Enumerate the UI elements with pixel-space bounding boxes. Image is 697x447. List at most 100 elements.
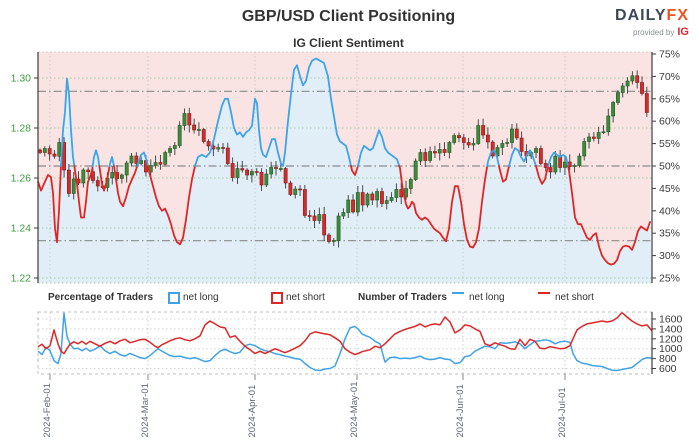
candle-down (274, 167, 278, 169)
candle-down (201, 129, 206, 142)
price-tick-label: 1.22 (11, 273, 32, 285)
net-long-count-line (37, 312, 653, 372)
candle-up (235, 168, 240, 178)
percent-tick-label: 40% (659, 205, 680, 217)
net-short-pct-line (350, 165, 359, 176)
net-long-line-icon (452, 292, 464, 294)
candle-down (192, 124, 197, 131)
candle-up (616, 92, 620, 103)
candle-up (168, 148, 172, 153)
net-short-pct-line (73, 165, 94, 219)
candle-up (577, 155, 582, 166)
percent-tick-label: 70% (659, 71, 680, 83)
candle-up (596, 132, 601, 139)
candle-up (71, 178, 76, 194)
candle-up (182, 113, 187, 126)
candle-up (269, 167, 274, 175)
candle-up (471, 143, 476, 146)
candle-down (548, 167, 553, 173)
candle-up (81, 169, 86, 184)
candle-down (254, 171, 259, 173)
net-long-pct-line (508, 147, 537, 167)
candle-down (423, 152, 428, 161)
candle-up (172, 145, 177, 149)
candle-up (534, 148, 538, 153)
net-long-pct-line (357, 129, 401, 167)
percent-tick-label: 65% (659, 93, 680, 105)
candle-up (476, 125, 481, 144)
price-tick-label: 1.24 (11, 223, 32, 235)
candle-up (630, 75, 635, 82)
candle-up (625, 80, 630, 87)
candle-down (86, 169, 91, 173)
candle-up (587, 136, 591, 142)
percent-tick-label: 25% (659, 273, 680, 285)
number-of-traders-lines (37, 311, 653, 372)
net-short-pct-line (398, 165, 489, 249)
candle-down (538, 148, 543, 164)
candle-up (42, 148, 47, 153)
candle-down (558, 155, 563, 168)
net-short-square-icon (271, 292, 283, 304)
candle-up (505, 142, 510, 144)
candle-down (457, 135, 461, 139)
candle-up (553, 155, 558, 173)
candle-down (461, 137, 466, 143)
candle-down (225, 147, 230, 164)
ig-logo: IG (677, 26, 689, 38)
candle-down (95, 180, 100, 187)
candle-down (230, 163, 235, 178)
candle-down (543, 163, 548, 168)
candle-down (206, 141, 211, 147)
candle-up (620, 85, 625, 93)
candle-up (110, 172, 115, 179)
candle-up (601, 131, 606, 134)
logo-daily: DAILY (615, 7, 667, 24)
candle-up (250, 171, 254, 176)
net-long-pct-line (547, 151, 569, 167)
candle-up (124, 162, 129, 176)
count-tick-label: 600 (659, 363, 677, 375)
candle-down (322, 214, 327, 236)
candle-up (413, 160, 418, 180)
candle-up (582, 141, 587, 157)
candle-down (221, 147, 225, 149)
candle-up (197, 129, 201, 131)
candle-up (139, 160, 144, 164)
candle-down (66, 169, 71, 194)
count-tick-label: 1200 (659, 333, 683, 345)
candle-up (408, 179, 413, 189)
candle-up (153, 162, 158, 166)
candle-up (341, 212, 346, 217)
count-tick-label: 1600 (659, 314, 683, 326)
gridlines (38, 52, 652, 374)
price-tick-label: 1.26 (11, 173, 32, 185)
date-tick-label: 2024-Apr-01 (247, 385, 258, 438)
candle-down (380, 191, 384, 204)
candle-down (644, 93, 649, 113)
candle-down (245, 169, 249, 176)
candle-up (447, 142, 452, 153)
candle-down (91, 171, 95, 181)
candle-up (389, 197, 394, 201)
candle-up (346, 199, 351, 213)
net-long-pct-line (194, 57, 352, 167)
net-short-pct-line (98, 165, 111, 192)
percent-tick-label: 50% (659, 161, 680, 173)
net-long-pct-line (486, 149, 500, 167)
candle-down (298, 188, 302, 191)
candle-down (302, 189, 307, 216)
candle-up (264, 173, 269, 186)
chart-legend: Percentage of Traders net long net short… (0, 292, 697, 306)
candle-down (591, 136, 596, 139)
count-tick-label: 1400 (659, 323, 683, 335)
candle-up (572, 165, 577, 167)
date-tick-label: 2024-Jul-01 (557, 387, 568, 437)
candle-up (177, 125, 182, 146)
net-short-pct-line (535, 165, 549, 185)
date-tick-label: 2024-Feb-01 (42, 383, 53, 437)
percent-axis-labels: 75% 70% 65% 60% 55% 50% 45% 40% 35% 30% 25% (652, 49, 680, 285)
candle-up (437, 149, 442, 154)
candle-down (187, 113, 192, 126)
